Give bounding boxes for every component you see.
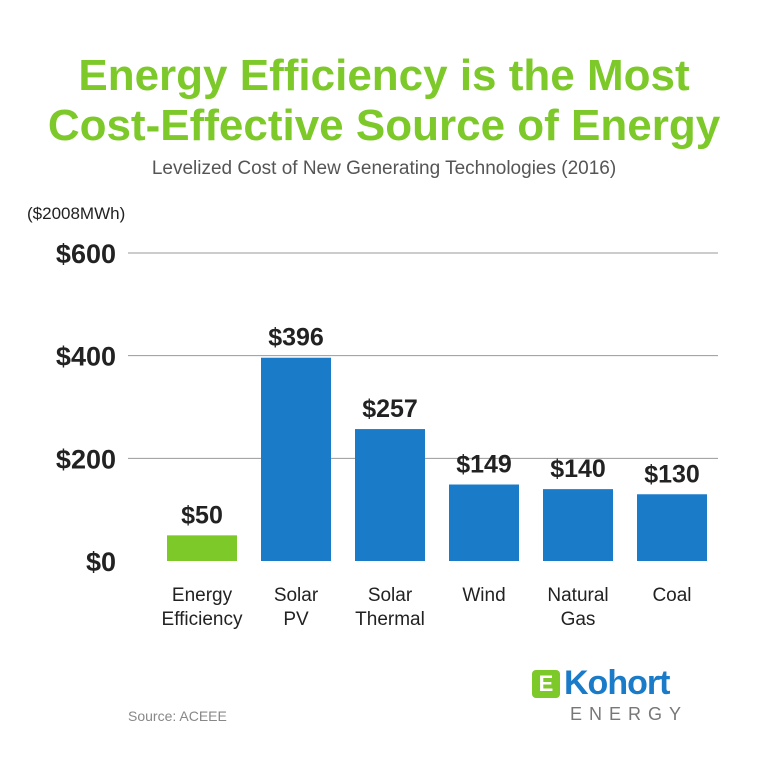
data-label: $140 bbox=[550, 455, 606, 483]
y-tick-label: $600 bbox=[56, 239, 116, 269]
x-tick-label: PV bbox=[283, 609, 309, 630]
chart-subtitle: Levelized Cost of New Generating Technol… bbox=[151, 158, 617, 179]
chart-title-line-1: Energy Efficiency is the Most bbox=[78, 51, 690, 100]
source-note: Source: ACEEE bbox=[128, 708, 227, 724]
kohort-energy-logo: E Kohort ENERGY bbox=[532, 664, 692, 726]
data-label: $149 bbox=[456, 451, 512, 479]
y-tick-label: $0 bbox=[86, 547, 116, 577]
bar bbox=[449, 484, 519, 561]
bar bbox=[637, 494, 707, 561]
x-tick-label: Gas bbox=[561, 609, 596, 630]
logo-mark-icon: E bbox=[532, 670, 560, 698]
bar bbox=[167, 535, 237, 561]
x-tick-label: Thermal bbox=[355, 609, 425, 630]
y-tick-label: $200 bbox=[56, 444, 116, 474]
x-tick-label: Wind bbox=[462, 585, 505, 606]
chart-title-line-2: Cost-Effective Source of Energy bbox=[47, 101, 721, 150]
data-label: $130 bbox=[644, 460, 700, 488]
y-tick-label: $400 bbox=[56, 342, 116, 372]
bar bbox=[355, 429, 425, 561]
data-label: $50 bbox=[181, 501, 223, 529]
bar bbox=[261, 357, 331, 561]
logo-name: Kohort bbox=[564, 664, 670, 702]
data-label: $257 bbox=[362, 395, 418, 423]
x-tick-label: Solar bbox=[274, 585, 319, 606]
logo-subtitle: ENERGY bbox=[570, 704, 689, 724]
bar bbox=[543, 489, 613, 561]
y-axis-unit: ($2008MWh) bbox=[27, 204, 126, 223]
x-tick-label: Natural bbox=[547, 585, 608, 606]
x-tick-label: Efficiency bbox=[162, 609, 243, 630]
x-tick-label: Solar bbox=[368, 585, 413, 606]
x-tick-label: Coal bbox=[652, 585, 691, 606]
data-label: $396 bbox=[268, 324, 324, 352]
x-tick-label: Energy bbox=[172, 585, 233, 606]
